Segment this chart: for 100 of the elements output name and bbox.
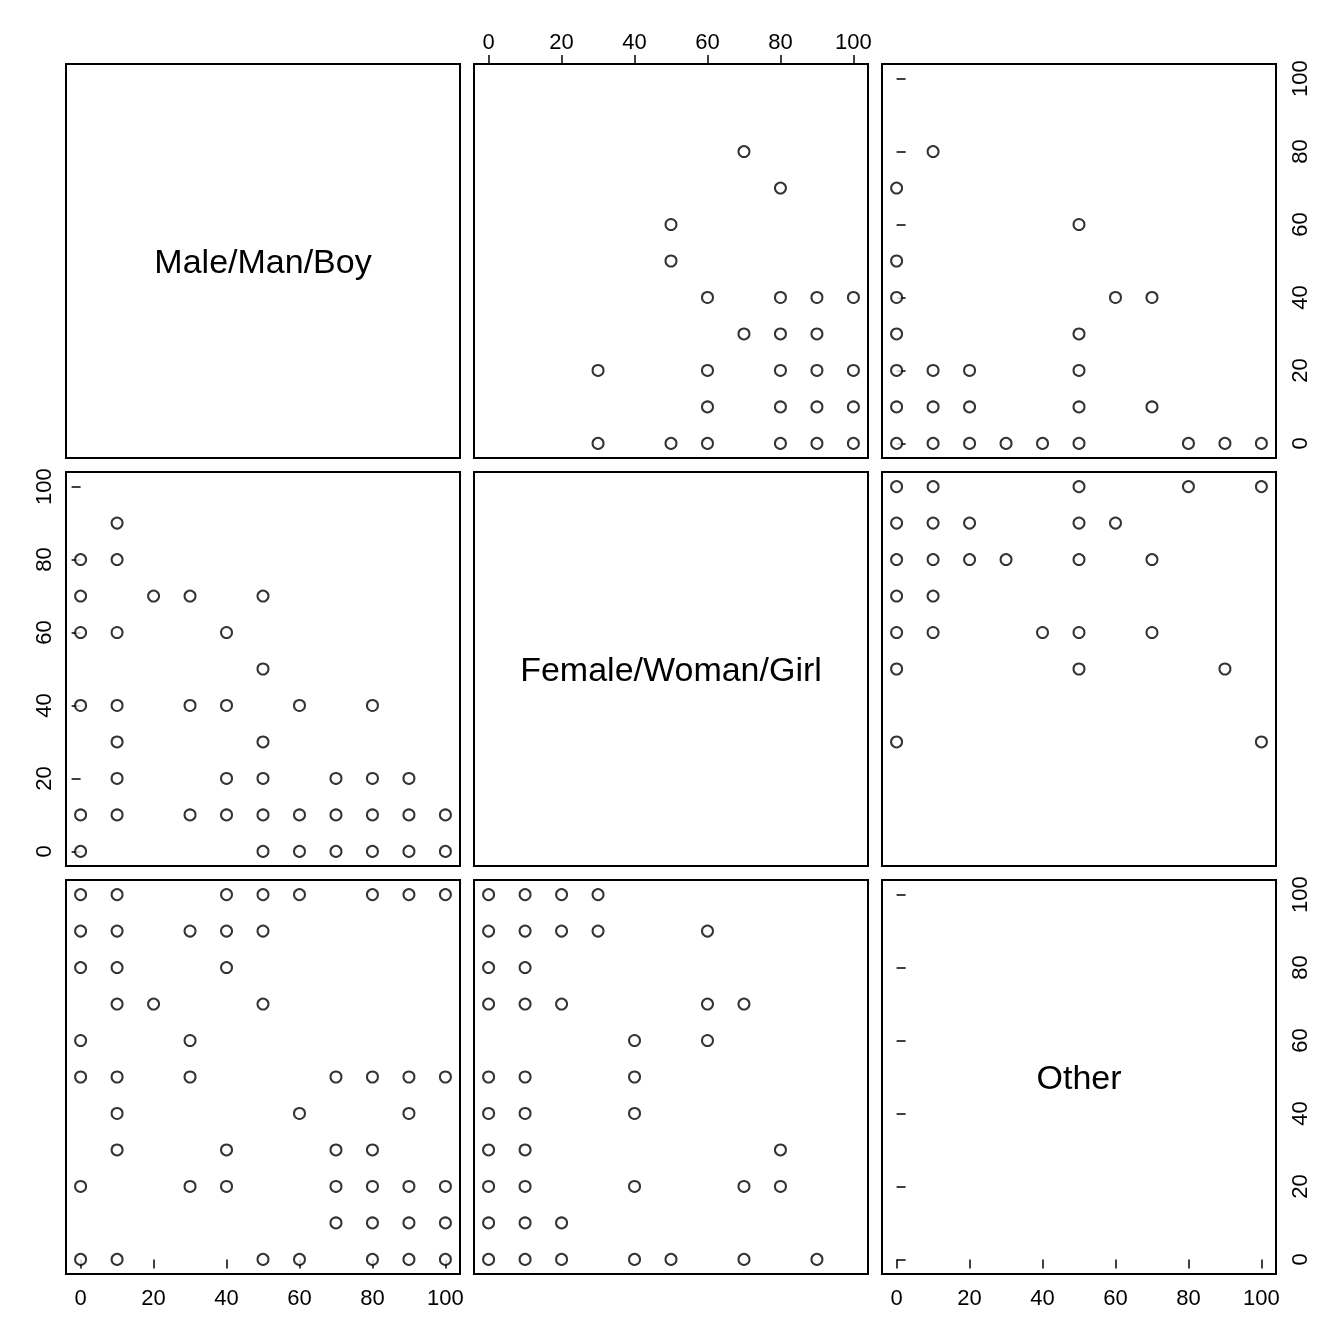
point (220, 924, 234, 938)
point (737, 1252, 751, 1266)
point (482, 1143, 496, 1157)
point (926, 626, 940, 640)
point (365, 1143, 379, 1157)
y-tick-label: 20 (30, 766, 56, 791)
point (110, 516, 124, 530)
point (926, 400, 940, 414)
point (999, 436, 1013, 450)
x2-tick-label: 80 (768, 28, 793, 54)
point (1036, 436, 1050, 450)
x-tick-label: 100 (427, 1284, 464, 1310)
point (365, 844, 379, 858)
point (963, 363, 977, 377)
point (1254, 436, 1268, 450)
point (147, 589, 161, 603)
point (365, 888, 379, 902)
point (256, 662, 270, 676)
point (890, 626, 904, 640)
point (256, 844, 270, 858)
point (926, 589, 940, 603)
point (1072, 626, 1086, 640)
point (74, 589, 88, 603)
point (74, 553, 88, 567)
point (183, 924, 197, 938)
point (74, 844, 88, 858)
point (926, 363, 940, 377)
point (963, 400, 977, 414)
point (1145, 553, 1159, 567)
point (329, 844, 343, 858)
x-tick-label: 0 (890, 1284, 903, 1310)
point (926, 145, 940, 159)
point (890, 735, 904, 749)
point (591, 363, 605, 377)
point (1072, 436, 1086, 450)
point (890, 480, 904, 494)
point (256, 808, 270, 822)
x-tick-label: 20 (957, 1284, 982, 1310)
point (810, 1252, 824, 1266)
point (365, 1252, 379, 1266)
y2-tick-label: 0 (1286, 1253, 1312, 1266)
point (890, 327, 904, 341)
point (737, 145, 751, 159)
point (482, 997, 496, 1011)
y-tick-label: 60 (30, 620, 56, 645)
point (110, 924, 124, 938)
point (110, 1070, 124, 1084)
point (555, 924, 569, 938)
point (183, 1179, 197, 1193)
point (110, 888, 124, 902)
point (402, 1106, 416, 1120)
point (220, 698, 234, 712)
point (292, 888, 306, 902)
point (329, 1070, 343, 1084)
point (1072, 400, 1086, 414)
point (846, 436, 860, 450)
point (700, 363, 714, 377)
point (518, 997, 532, 1011)
point (1181, 436, 1195, 450)
point (1072, 363, 1086, 377)
x-tick-label: 60 (287, 1284, 312, 1310)
point (810, 400, 824, 414)
point (591, 924, 605, 938)
point (628, 1034, 642, 1048)
point (737, 1179, 751, 1193)
point (773, 400, 787, 414)
point (846, 290, 860, 304)
y-tick-label: 40 (30, 693, 56, 718)
x2-tick-label: 100 (835, 28, 872, 54)
point (183, 1034, 197, 1048)
point (591, 436, 605, 450)
point (700, 924, 714, 938)
point (110, 808, 124, 822)
y2-tick-label: 0 (1286, 437, 1312, 450)
point (737, 327, 751, 341)
point (402, 844, 416, 858)
point (438, 1179, 452, 1193)
point (183, 698, 197, 712)
point (555, 1252, 569, 1266)
point (110, 1106, 124, 1120)
point (700, 1034, 714, 1048)
point (555, 1216, 569, 1230)
point (773, 1143, 787, 1157)
x2-tick-label: 20 (549, 28, 574, 54)
point (110, 771, 124, 785)
point (482, 1070, 496, 1084)
point (890, 516, 904, 530)
y-tick-label: 100 (30, 468, 56, 505)
point (438, 1252, 452, 1266)
point (438, 1070, 452, 1084)
point (555, 888, 569, 902)
point (810, 363, 824, 377)
point (664, 1252, 678, 1266)
point (628, 1252, 642, 1266)
x-tick-label: 100 (1243, 1284, 1280, 1310)
y2-tick-label: 60 (1286, 212, 1312, 237)
point (183, 1070, 197, 1084)
x-tick-label: 40 (1030, 1284, 1055, 1310)
point (292, 1106, 306, 1120)
point (256, 589, 270, 603)
